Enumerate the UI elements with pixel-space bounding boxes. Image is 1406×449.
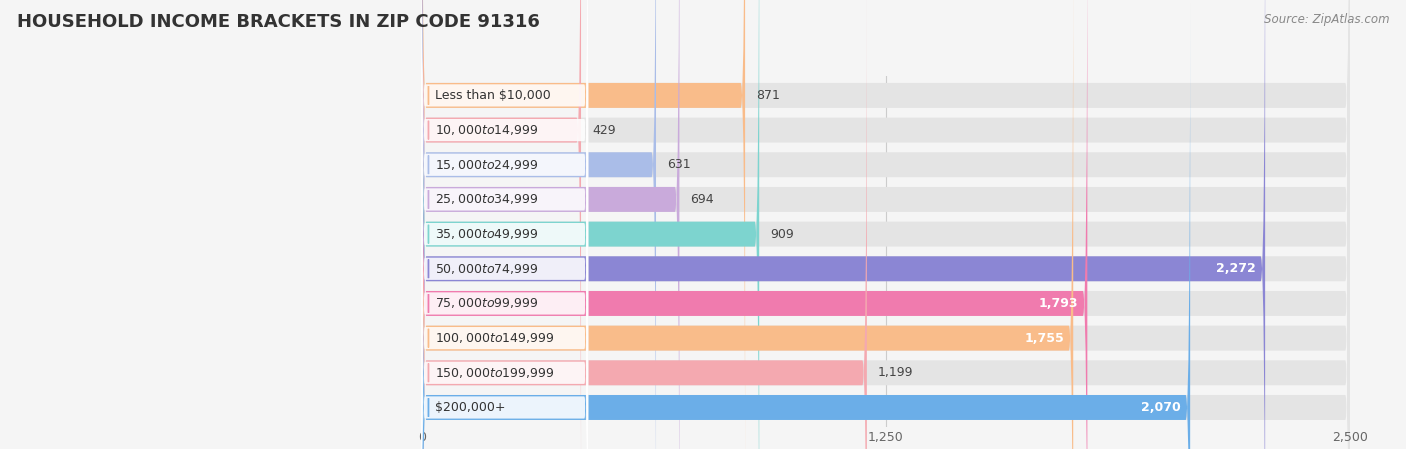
FancyBboxPatch shape: [422, 0, 1350, 449]
Text: $35,000 to $49,999: $35,000 to $49,999: [434, 227, 538, 241]
FancyBboxPatch shape: [420, 0, 588, 449]
Text: 2,272: 2,272: [1216, 262, 1256, 275]
FancyBboxPatch shape: [420, 72, 588, 449]
FancyBboxPatch shape: [422, 0, 581, 449]
FancyBboxPatch shape: [422, 4, 1189, 449]
Text: 1,793: 1,793: [1039, 297, 1078, 310]
FancyBboxPatch shape: [422, 0, 1350, 449]
Text: 871: 871: [756, 89, 780, 102]
Text: $200,000+: $200,000+: [434, 401, 505, 414]
Text: $15,000 to $24,999: $15,000 to $24,999: [434, 158, 538, 172]
FancyBboxPatch shape: [422, 0, 1350, 449]
Text: 909: 909: [770, 228, 794, 241]
FancyBboxPatch shape: [422, 0, 868, 449]
Text: $100,000 to $149,999: $100,000 to $149,999: [434, 331, 554, 345]
FancyBboxPatch shape: [422, 0, 657, 449]
FancyBboxPatch shape: [422, 0, 1350, 449]
Text: $75,000 to $99,999: $75,000 to $99,999: [434, 296, 538, 310]
Text: $25,000 to $34,999: $25,000 to $34,999: [434, 193, 538, 207]
FancyBboxPatch shape: [422, 0, 679, 449]
Text: $50,000 to $74,999: $50,000 to $74,999: [434, 262, 538, 276]
Text: 429: 429: [592, 123, 616, 136]
Text: 1,755: 1,755: [1024, 332, 1064, 345]
FancyBboxPatch shape: [422, 0, 745, 449]
Text: 1,199: 1,199: [877, 366, 914, 379]
FancyBboxPatch shape: [422, 0, 759, 449]
FancyBboxPatch shape: [422, 0, 1087, 449]
FancyBboxPatch shape: [420, 0, 588, 449]
FancyBboxPatch shape: [420, 0, 588, 431]
FancyBboxPatch shape: [422, 0, 1265, 449]
FancyBboxPatch shape: [422, 0, 1073, 449]
FancyBboxPatch shape: [420, 37, 588, 449]
Text: Source: ZipAtlas.com: Source: ZipAtlas.com: [1264, 13, 1389, 26]
Text: $10,000 to $14,999: $10,000 to $14,999: [434, 123, 538, 137]
Text: HOUSEHOLD INCOME BRACKETS IN ZIP CODE 91316: HOUSEHOLD INCOME BRACKETS IN ZIP CODE 91…: [17, 13, 540, 31]
FancyBboxPatch shape: [422, 4, 1350, 449]
FancyBboxPatch shape: [420, 0, 588, 449]
Text: $150,000 to $199,999: $150,000 to $199,999: [434, 366, 554, 380]
Text: 2,070: 2,070: [1142, 401, 1181, 414]
FancyBboxPatch shape: [420, 0, 588, 449]
FancyBboxPatch shape: [422, 0, 1350, 449]
FancyBboxPatch shape: [422, 0, 1350, 449]
FancyBboxPatch shape: [422, 0, 1350, 449]
FancyBboxPatch shape: [420, 3, 588, 449]
Text: 631: 631: [668, 158, 690, 171]
FancyBboxPatch shape: [422, 0, 1350, 449]
FancyBboxPatch shape: [420, 0, 588, 449]
FancyBboxPatch shape: [420, 0, 588, 449]
Text: Less than $10,000: Less than $10,000: [434, 89, 551, 102]
Text: 694: 694: [690, 193, 714, 206]
FancyBboxPatch shape: [422, 0, 1350, 449]
